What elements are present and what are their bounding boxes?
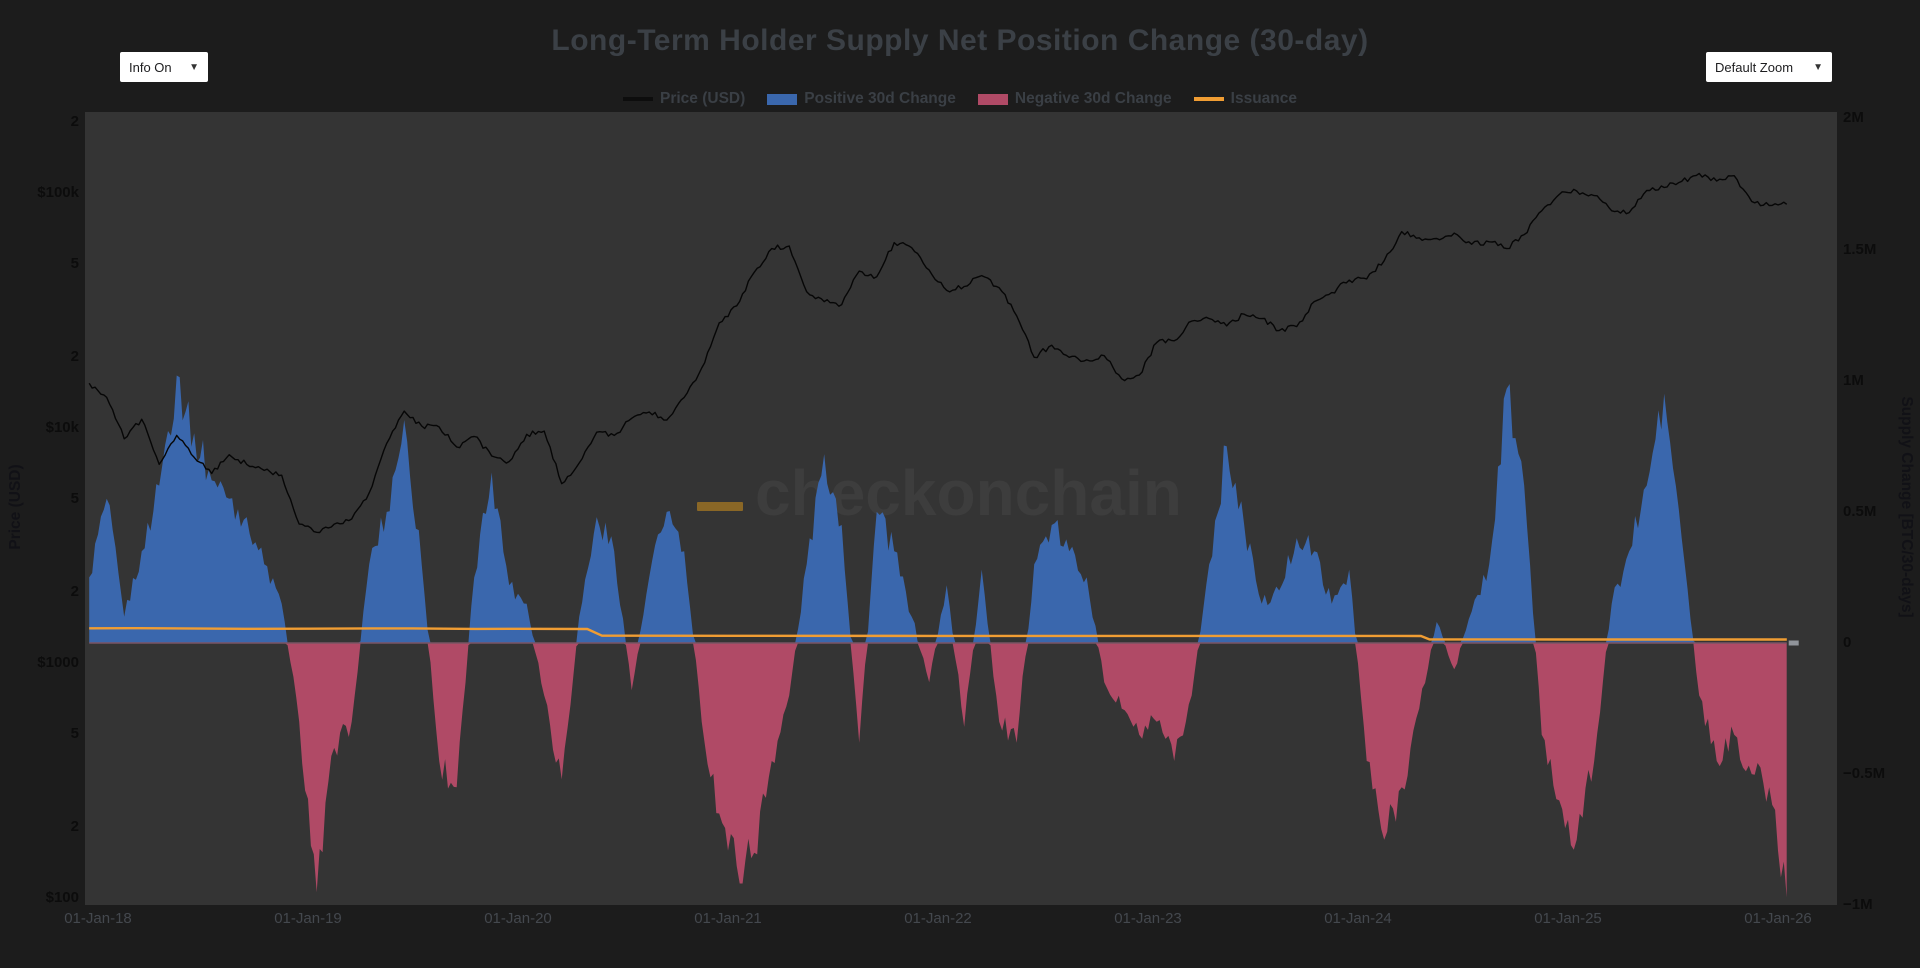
chevron-down-icon: ▼ [189, 61, 199, 73]
x-tick: 01-Jan-24 [1324, 910, 1392, 927]
x-tick: 01-Jan-26 [1744, 910, 1812, 927]
chart-canvas [85, 112, 1837, 905]
series-end-marker [1788, 640, 1799, 646]
chevron-down-icon: ▼ [1813, 61, 1823, 73]
zoom-dropdown-label: Default Zoom [1715, 59, 1794, 75]
y-left-tick: 2 [70, 818, 79, 836]
zoom-dropdown[interactable]: Default Zoom ▼ [1706, 52, 1832, 82]
legend-item-2[interactable]: Negative 30d Change [977, 90, 1172, 108]
legend-item-3[interactable]: Issuance [1193, 90, 1298, 108]
y-left-tick: 5 [70, 724, 79, 742]
page-title: Long-Term Holder Supply Net Position Cha… [551, 24, 1369, 57]
y-right-tick: 0 [1843, 634, 1852, 651]
y-left-tick: $1000 [37, 654, 79, 671]
legend-fill-swatch [977, 93, 1008, 105]
y-right-tick: −1M [1843, 896, 1873, 914]
x-tick: 01-Jan-22 [904, 910, 972, 927]
y-left-tick: $100k [37, 184, 79, 201]
legend-item-label: Price (USD) [659, 90, 746, 107]
y-left-tick: $100 [45, 889, 79, 906]
positive-area-path [89, 375, 1787, 643]
legend-line-swatch [1193, 97, 1224, 101]
legend-fill-swatch [767, 93, 798, 105]
x-tick: 01-Jan-23 [1114, 910, 1182, 927]
negative-area-path [89, 643, 1787, 898]
price-line-path [88, 172, 1788, 534]
legend-item-label: Positive 30d Change [804, 90, 956, 107]
y-left-tick: 5 [70, 254, 79, 272]
issuance-line-path [89, 627, 1787, 641]
y-right-tick: 0.5M [1843, 502, 1877, 520]
info-dropdown[interactable]: Info On ▼ [120, 52, 208, 82]
legend-item-1[interactable]: Positive 30d Change [767, 90, 956, 108]
x-tick: 01-Jan-20 [484, 910, 552, 927]
y-left-tick: $10k [45, 419, 79, 436]
x-tick: 01-Jan-25 [1534, 910, 1602, 927]
y-right-tick: −0.5M [1843, 765, 1886, 783]
y-left-tick: 2 [70, 113, 79, 131]
x-tick: 01-Jan-21 [694, 910, 762, 927]
legend-item-label: Negative 30d Change [1014, 90, 1172, 107]
legend: Price (USD) Positive 30d Change Negative 3… [0, 88, 1920, 110]
plot-area[interactable]: checkonchain [85, 112, 1837, 905]
legend-line-swatch [622, 97, 653, 101]
legend-item-0[interactable]: Price (USD) [622, 90, 746, 108]
y-left-tick: 2 [70, 348, 79, 366]
legend-item-label: Issuance [1230, 90, 1298, 107]
y-left-tick: 2 [70, 583, 79, 601]
x-tick: 01-Jan-19 [274, 910, 342, 927]
y-left-tick: 5 [70, 489, 79, 507]
y-right-tick: 1M [1843, 371, 1864, 389]
info-dropdown-label: Info On [129, 59, 172, 75]
y-right-tick: 1.5M [1843, 240, 1877, 258]
x-tick: 01-Jan-18 [64, 910, 132, 927]
y-right-tick: 2M [1843, 109, 1864, 127]
